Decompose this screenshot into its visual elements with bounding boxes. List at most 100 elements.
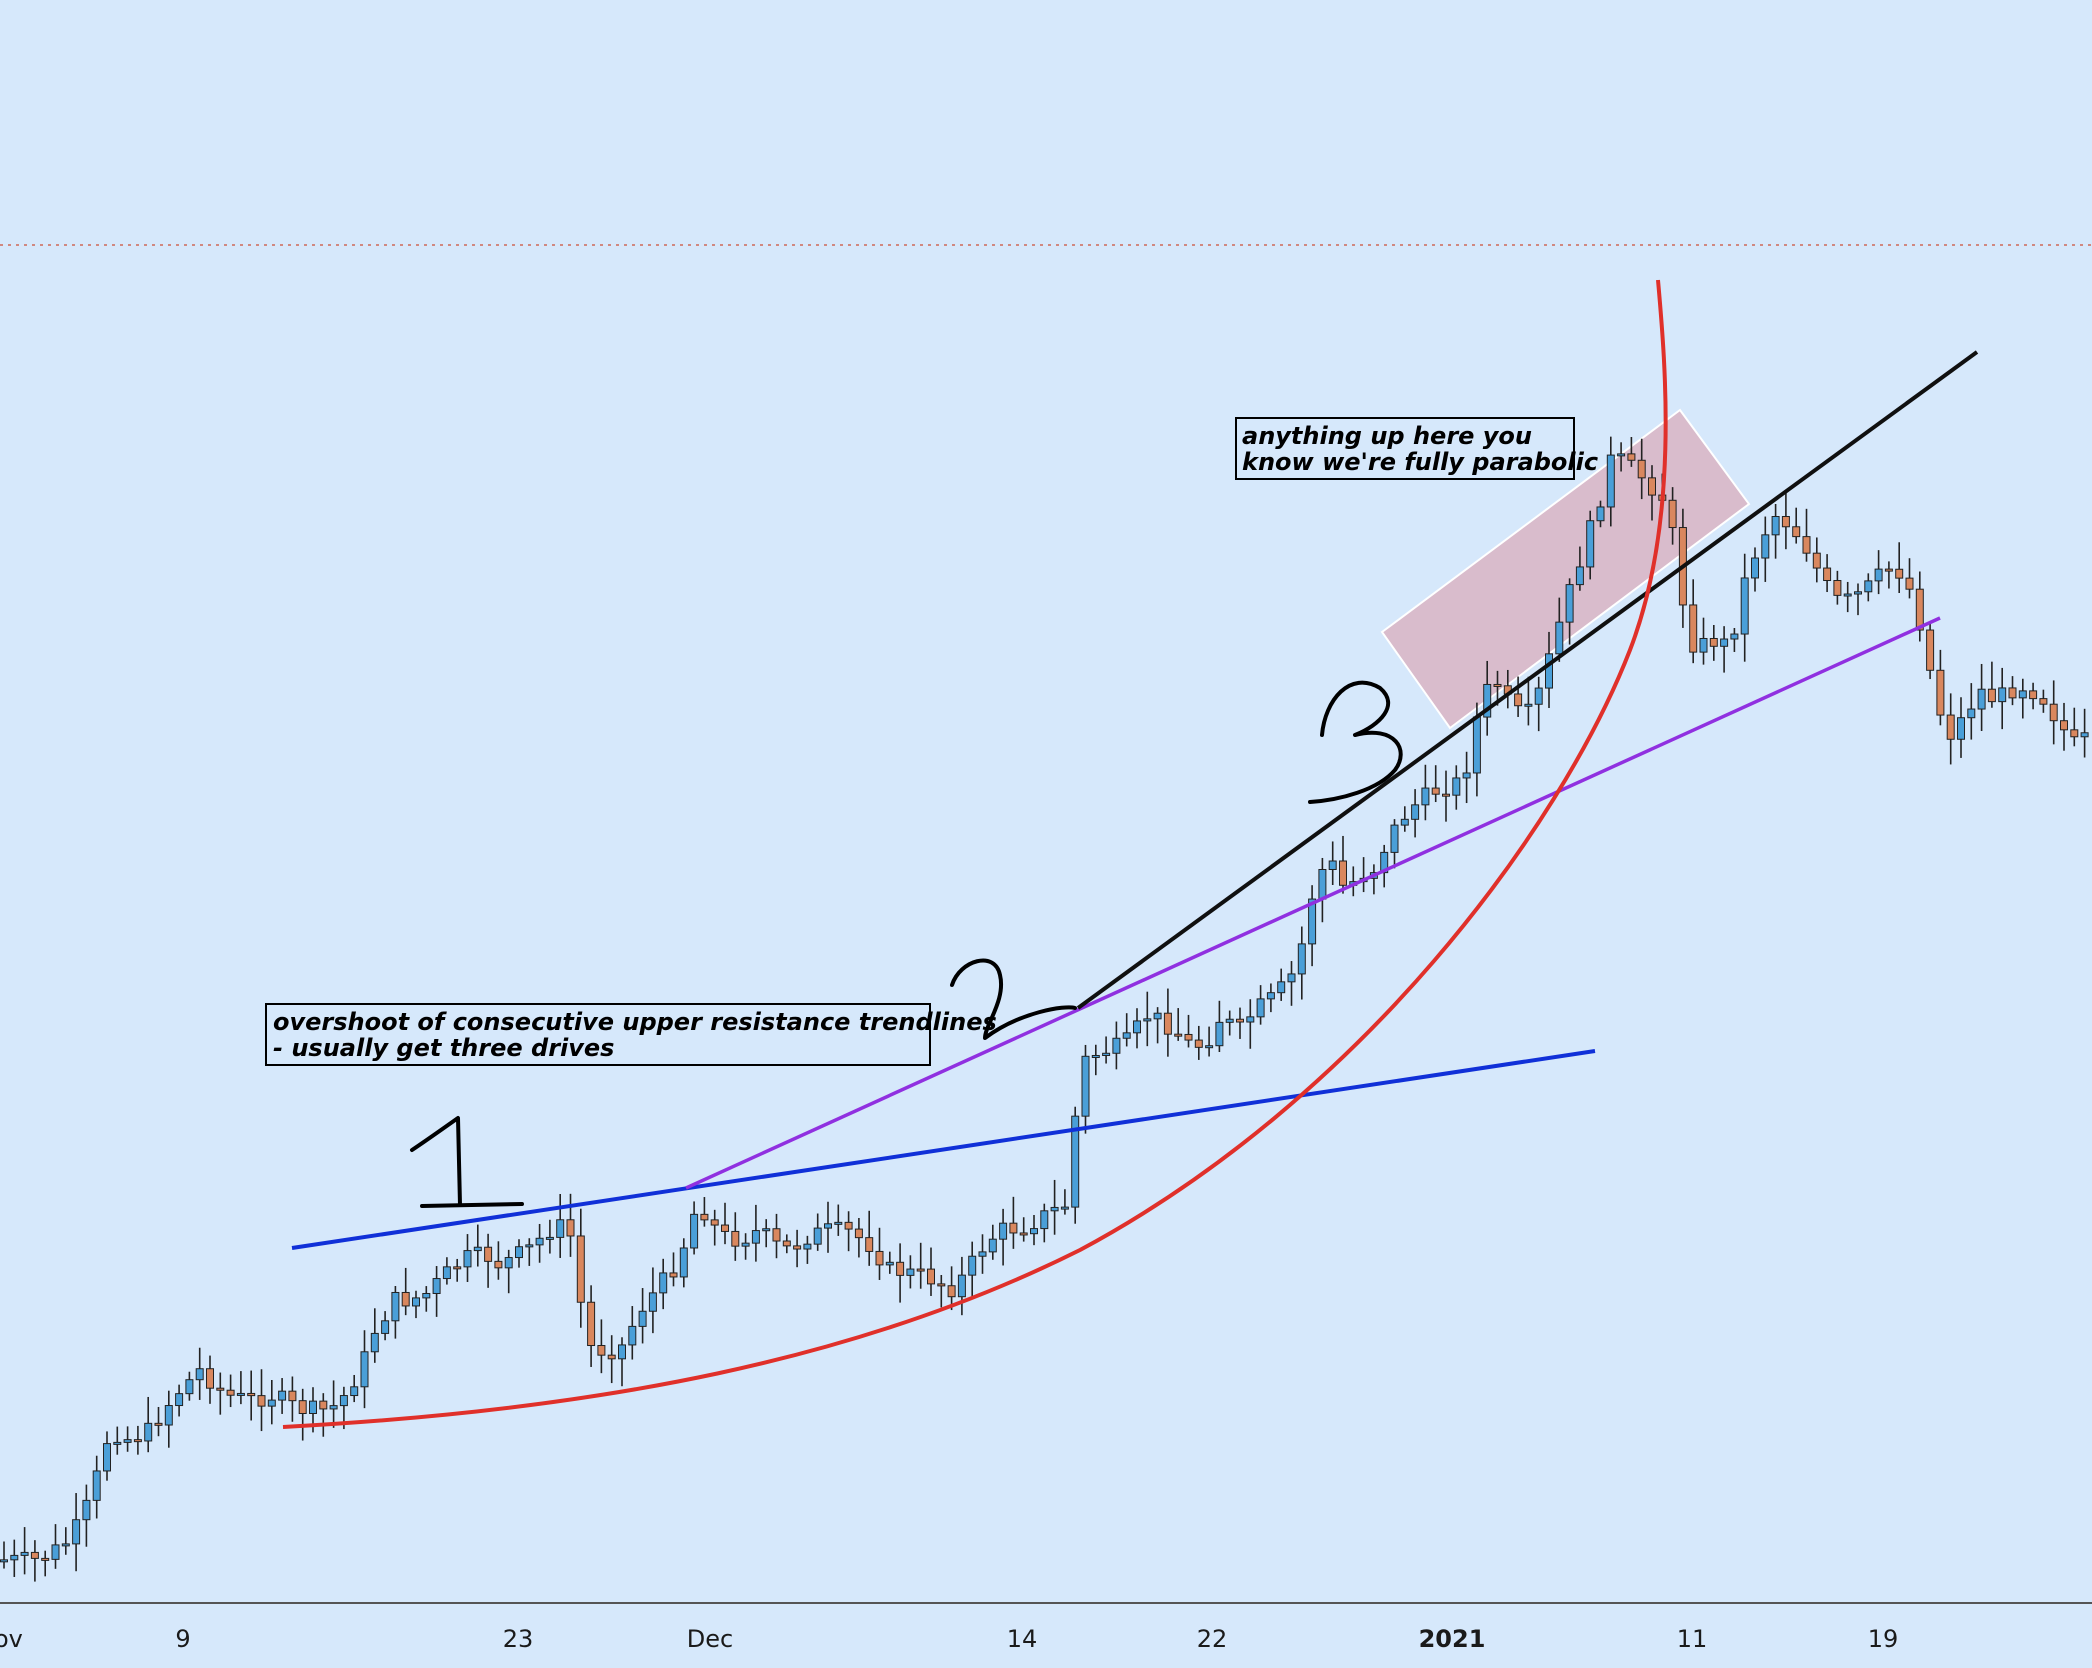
candle-body — [741, 1242, 750, 1247]
candle-body — [1030, 1228, 1038, 1235]
candle-body — [854, 1228, 863, 1239]
candle-body — [267, 1399, 276, 1407]
candle-body — [731, 1230, 740, 1247]
purple-trendline — [685, 616, 1941, 1190]
drive-2-marker — [950, 958, 1077, 1040]
candle-body — [360, 1351, 369, 1388]
x-tick-label: ov — [0, 1625, 23, 1653]
candle-body — [2070, 729, 2079, 738]
drive-3-marker — [1308, 680, 1403, 804]
candle-body — [113, 1441, 122, 1445]
candle-body — [937, 1283, 946, 1287]
candle-body — [566, 1219, 575, 1237]
annotation-text-line: overshoot of consecutive upper resistanc… — [273, 1008, 997, 1036]
candle-body — [1040, 1210, 1049, 1230]
candle-body — [1617, 453, 1626, 457]
candle-body — [247, 1392, 256, 1397]
candle-body — [1060, 1206, 1069, 1210]
candle-body — [1318, 869, 1327, 900]
candle-body — [1771, 516, 1780, 536]
candle-body — [628, 1325, 637, 1346]
candle-body — [659, 1272, 668, 1294]
candle-body — [1586, 520, 1595, 568]
candle-body — [1462, 772, 1471, 779]
candle-body — [1390, 824, 1399, 853]
candle-body — [1854, 591, 1862, 595]
candle-body — [1400, 818, 1409, 826]
candle-body — [813, 1227, 822, 1245]
candle-body — [309, 1400, 317, 1415]
candle-body — [1812, 552, 1821, 569]
red-parabolic-curve — [282, 279, 1668, 1429]
candle-body — [1720, 638, 1729, 647]
candle-body — [875, 1250, 884, 1266]
candle-body — [51, 1544, 60, 1560]
candle-body — [216, 1387, 225, 1391]
candle-body — [432, 1278, 441, 1294]
candle-body — [762, 1228, 771, 1232]
candle-body — [1091, 1054, 1100, 1058]
candle-body — [1689, 604, 1698, 653]
candle-body — [1627, 453, 1636, 461]
candle-body — [1884, 568, 1893, 572]
candle-body — [463, 1250, 472, 1268]
candle-body — [442, 1266, 451, 1280]
candle-body — [1792, 526, 1801, 538]
candle-body — [927, 1268, 935, 1285]
candle-body — [1421, 787, 1430, 806]
candle-body — [1102, 1052, 1111, 1056]
candle-body — [1699, 637, 1708, 653]
annotation-text-line: know we're fully parabolic — [1242, 448, 1598, 476]
candle-body — [1411, 804, 1420, 820]
candle-body — [1915, 588, 1924, 631]
x-tick-label: 11 — [1677, 1625, 1708, 1653]
candle-body — [999, 1222, 1008, 1240]
candle-body — [1967, 708, 1976, 719]
candle-body — [803, 1243, 812, 1250]
x-tick-label: Dec — [687, 1625, 733, 1653]
candle-body — [1957, 717, 1965, 740]
candle-body — [391, 1291, 400, 1322]
candle-body — [1524, 703, 1533, 707]
candle-body — [236, 1392, 245, 1396]
candle-body — [1225, 1018, 1234, 1023]
candle-body — [597, 1345, 606, 1356]
candle-body — [1194, 1039, 1203, 1048]
candle-body — [865, 1237, 874, 1252]
candle-body — [2018, 690, 2027, 699]
candle-body — [1112, 1037, 1121, 1054]
candle-body — [1936, 669, 1945, 716]
candle-body — [226, 1389, 235, 1396]
candle-body — [1308, 898, 1317, 945]
candle-body — [1730, 633, 1739, 640]
candle-body — [72, 1519, 81, 1545]
annotation-box-parabolic: anything up here you know we're fully pa… — [1235, 417, 1598, 480]
candle-body — [504, 1257, 513, 1269]
candle-body — [772, 1228, 781, 1242]
candle-body — [2008, 687, 2017, 699]
candle-body — [453, 1266, 462, 1270]
candle-body — [10, 1554, 19, 1561]
candle-body — [1122, 1032, 1131, 1039]
candle-body — [422, 1292, 431, 1299]
candle-body — [278, 1390, 287, 1401]
candle-body — [195, 1368, 204, 1381]
candle-body — [1534, 687, 1543, 705]
candle-body — [494, 1260, 503, 1269]
candle-body — [1009, 1222, 1018, 1234]
candle-body — [1153, 1012, 1162, 1020]
candle-body — [1575, 566, 1584, 586]
candle-body — [2060, 720, 2068, 731]
candle-body — [1751, 557, 1759, 579]
candle-body — [1926, 629, 1935, 671]
candle-body — [1555, 621, 1564, 655]
annotation-text-line: anything up here you — [1242, 422, 1532, 450]
candles-group — [0, 436, 2089, 1582]
candle-body — [401, 1291, 410, 1307]
candle-body — [1606, 454, 1615, 508]
candle-body — [1637, 459, 1646, 479]
candle-body — [164, 1405, 173, 1426]
candle-body — [144, 1422, 153, 1442]
